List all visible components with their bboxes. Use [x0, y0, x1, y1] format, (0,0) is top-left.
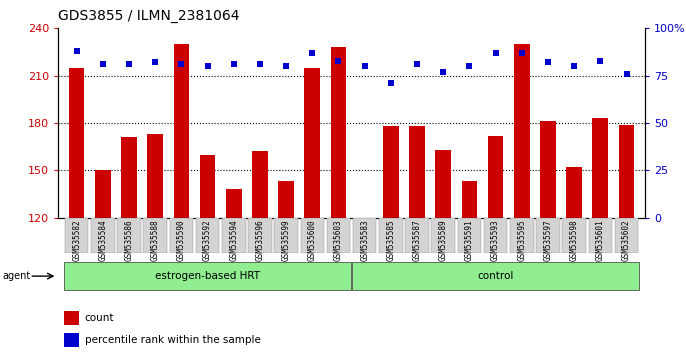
- Point: [517, 50, 528, 56]
- Bar: [69, 68, 84, 218]
- FancyBboxPatch shape: [143, 218, 167, 253]
- Text: GSM535599: GSM535599: [282, 219, 291, 261]
- FancyBboxPatch shape: [300, 218, 324, 253]
- Point: [97, 62, 108, 67]
- Bar: [383, 126, 399, 218]
- Text: GSM535584: GSM535584: [98, 219, 107, 261]
- Text: control: control: [477, 271, 514, 281]
- Text: agent: agent: [2, 271, 30, 281]
- Text: GSM535600: GSM535600: [308, 219, 317, 261]
- Text: GSM535596: GSM535596: [255, 219, 264, 261]
- Bar: [64, 333, 79, 347]
- Text: GSM535582: GSM535582: [72, 219, 81, 261]
- Point: [123, 62, 134, 67]
- Text: GSM535587: GSM535587: [412, 219, 421, 261]
- FancyBboxPatch shape: [589, 218, 612, 253]
- Text: GSM535592: GSM535592: [203, 219, 212, 261]
- Text: GSM535590: GSM535590: [177, 219, 186, 261]
- Point: [281, 63, 292, 69]
- Point: [438, 69, 449, 75]
- Bar: [121, 137, 137, 218]
- Point: [621, 71, 632, 76]
- Bar: [226, 189, 241, 218]
- Text: GSM535595: GSM535595: [517, 219, 526, 261]
- FancyBboxPatch shape: [563, 218, 586, 253]
- Text: GDS3855 / ILMN_2381064: GDS3855 / ILMN_2381064: [58, 9, 240, 23]
- Bar: [488, 136, 504, 218]
- Text: GSM535594: GSM535594: [229, 219, 238, 261]
- Point: [202, 63, 213, 69]
- Point: [595, 58, 606, 63]
- Bar: [566, 167, 582, 218]
- Point: [307, 50, 318, 56]
- Point: [150, 59, 161, 65]
- FancyBboxPatch shape: [222, 218, 246, 253]
- FancyBboxPatch shape: [64, 262, 351, 290]
- FancyBboxPatch shape: [65, 218, 88, 253]
- Point: [228, 62, 239, 67]
- Text: GSM535593: GSM535593: [491, 219, 500, 261]
- FancyBboxPatch shape: [405, 218, 429, 253]
- Point: [333, 58, 344, 63]
- Bar: [436, 150, 451, 218]
- Point: [255, 62, 265, 67]
- Text: GSM535585: GSM535585: [386, 219, 395, 261]
- Bar: [593, 118, 608, 218]
- Text: GSM535583: GSM535583: [360, 219, 369, 261]
- Bar: [462, 181, 477, 218]
- Text: percentile rank within the sample: percentile rank within the sample: [84, 335, 261, 345]
- Text: GSM535601: GSM535601: [596, 219, 605, 261]
- Text: GSM535597: GSM535597: [543, 219, 552, 261]
- Text: estrogen-based HRT: estrogen-based HRT: [155, 271, 260, 281]
- Bar: [409, 126, 425, 218]
- Bar: [174, 44, 189, 218]
- FancyBboxPatch shape: [353, 218, 377, 253]
- Bar: [305, 68, 320, 218]
- FancyBboxPatch shape: [536, 218, 560, 253]
- Point: [569, 63, 580, 69]
- Text: GSM535602: GSM535602: [622, 219, 631, 261]
- Point: [359, 63, 370, 69]
- Point: [490, 50, 501, 56]
- Bar: [95, 170, 110, 218]
- Point: [176, 62, 187, 67]
- Bar: [147, 134, 163, 218]
- FancyBboxPatch shape: [379, 218, 403, 253]
- Point: [412, 62, 423, 67]
- Text: GSM535588: GSM535588: [151, 219, 160, 261]
- Text: GSM535586: GSM535586: [124, 219, 134, 261]
- FancyBboxPatch shape: [169, 218, 193, 253]
- Bar: [514, 44, 530, 218]
- Text: GSM535603: GSM535603: [334, 219, 343, 261]
- FancyBboxPatch shape: [352, 262, 639, 290]
- Text: GSM535591: GSM535591: [465, 219, 474, 261]
- Bar: [619, 125, 635, 218]
- FancyBboxPatch shape: [196, 218, 220, 253]
- FancyBboxPatch shape: [117, 218, 141, 253]
- Bar: [200, 155, 215, 218]
- FancyBboxPatch shape: [484, 218, 508, 253]
- Bar: [64, 312, 79, 325]
- Bar: [279, 181, 294, 218]
- FancyBboxPatch shape: [431, 218, 455, 253]
- Text: count: count: [84, 313, 114, 323]
- FancyBboxPatch shape: [248, 218, 272, 253]
- FancyBboxPatch shape: [91, 218, 115, 253]
- FancyBboxPatch shape: [274, 218, 298, 253]
- Point: [464, 63, 475, 69]
- FancyBboxPatch shape: [458, 218, 481, 253]
- Bar: [331, 47, 346, 218]
- Bar: [252, 152, 268, 218]
- FancyBboxPatch shape: [510, 218, 534, 253]
- Bar: [540, 121, 556, 218]
- Point: [71, 48, 82, 54]
- Point: [386, 80, 397, 86]
- FancyBboxPatch shape: [327, 218, 351, 253]
- Text: GSM535598: GSM535598: [569, 219, 579, 261]
- Point: [543, 59, 554, 65]
- Text: GSM535589: GSM535589: [439, 219, 448, 261]
- FancyBboxPatch shape: [615, 218, 638, 253]
